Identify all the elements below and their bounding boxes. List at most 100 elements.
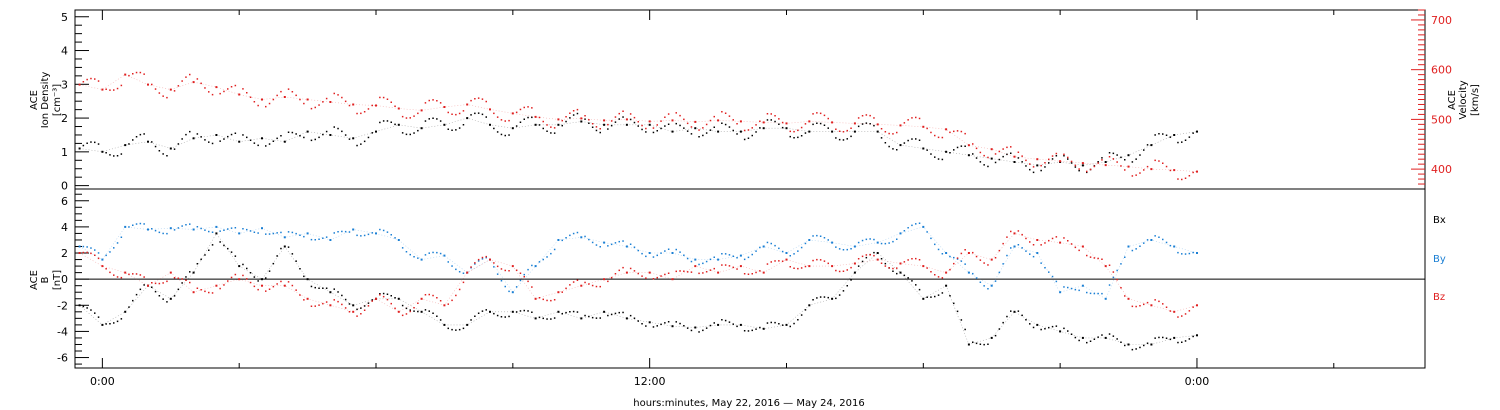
data-point bbox=[394, 297, 396, 299]
data-point bbox=[1108, 284, 1111, 286]
data-point bbox=[420, 127, 423, 130]
data-point bbox=[189, 130, 191, 133]
data-point bbox=[253, 101, 256, 103]
data-point bbox=[124, 225, 127, 228]
data-point bbox=[724, 264, 727, 266]
data-point bbox=[531, 311, 533, 313]
data-point bbox=[90, 252, 92, 255]
data-point bbox=[770, 261, 772, 263]
data-point bbox=[1154, 134, 1156, 136]
data-point bbox=[291, 284, 294, 287]
data-point bbox=[1036, 323, 1039, 326]
data-point bbox=[97, 316, 100, 318]
data-point bbox=[967, 154, 970, 157]
data-point bbox=[1188, 338, 1191, 340]
data-point bbox=[853, 262, 856, 265]
data-point bbox=[1192, 132, 1194, 134]
data-point bbox=[550, 318, 552, 320]
legend-bz: Bz bbox=[1433, 292, 1445, 303]
data-point bbox=[990, 336, 993, 339]
data-point bbox=[797, 129, 799, 132]
data-point bbox=[698, 136, 700, 138]
data-point bbox=[679, 322, 681, 325]
data-point bbox=[553, 248, 556, 251]
data-point bbox=[637, 249, 639, 252]
data-point bbox=[265, 105, 267, 108]
data-point bbox=[181, 282, 183, 284]
data-point bbox=[967, 271, 970, 274]
data-point bbox=[694, 265, 697, 268]
data-point bbox=[903, 142, 906, 144]
data-point bbox=[306, 297, 309, 300]
data-point bbox=[1017, 244, 1020, 246]
data-point bbox=[899, 124, 902, 127]
data-point bbox=[645, 255, 647, 258]
data-point bbox=[443, 304, 446, 307]
data-point bbox=[652, 278, 655, 280]
data-point bbox=[755, 250, 757, 252]
data-point bbox=[310, 139, 313, 142]
data-point bbox=[686, 122, 689, 125]
data-point bbox=[934, 295, 936, 298]
data-point bbox=[158, 92, 161, 94]
data-point bbox=[493, 312, 495, 315]
data-point bbox=[523, 276, 525, 278]
data-point bbox=[751, 134, 753, 137]
data-point bbox=[937, 158, 940, 160]
data-point bbox=[253, 231, 256, 233]
data-point bbox=[781, 126, 784, 129]
data-point bbox=[227, 135, 229, 138]
data-point bbox=[990, 157, 993, 160]
data-point bbox=[831, 121, 834, 124]
data-point bbox=[835, 128, 837, 130]
data-point bbox=[732, 129, 734, 132]
data-point bbox=[268, 102, 271, 105]
top-left-tick-label: 1 bbox=[61, 146, 68, 159]
data-point bbox=[1063, 155, 1065, 157]
data-point bbox=[265, 290, 267, 292]
data-point bbox=[409, 310, 411, 313]
data-point bbox=[230, 251, 233, 253]
data-point bbox=[280, 247, 282, 250]
data-point bbox=[534, 317, 537, 320]
data-point bbox=[614, 242, 617, 244]
x-axis-title: hours:minutes, May 22, 2016 — May 24, 20… bbox=[633, 398, 864, 409]
data-point bbox=[390, 302, 392, 305]
data-point bbox=[196, 133, 199, 135]
data-point bbox=[1040, 328, 1042, 331]
data-point bbox=[527, 106, 529, 108]
data-point bbox=[930, 296, 932, 298]
data-point bbox=[242, 134, 244, 136]
data-point bbox=[713, 322, 715, 324]
data-point bbox=[907, 227, 909, 229]
data-point bbox=[1017, 151, 1020, 153]
data-point bbox=[648, 271, 651, 274]
data-point bbox=[990, 284, 993, 287]
data-point bbox=[511, 127, 514, 130]
data-point bbox=[861, 123, 864, 125]
data-point bbox=[759, 127, 761, 129]
data-point bbox=[474, 112, 476, 115]
data-point bbox=[625, 271, 628, 274]
data-point bbox=[591, 126, 594, 128]
data-point bbox=[97, 80, 100, 82]
data-point bbox=[86, 142, 88, 144]
data-point bbox=[660, 323, 662, 326]
data-point bbox=[896, 131, 898, 134]
data-point bbox=[283, 96, 286, 98]
data-point bbox=[424, 120, 427, 122]
data-point bbox=[713, 126, 715, 128]
data-point bbox=[344, 100, 347, 103]
data-point bbox=[721, 319, 723, 321]
data-point bbox=[785, 122, 788, 125]
data-point bbox=[249, 230, 252, 232]
data-point bbox=[766, 119, 769, 121]
data-point bbox=[1070, 160, 1073, 163]
data-point bbox=[709, 119, 712, 122]
data-point bbox=[1070, 333, 1073, 335]
data-point bbox=[219, 92, 221, 95]
data-point bbox=[1055, 155, 1058, 157]
data-point bbox=[329, 239, 332, 241]
data-point bbox=[367, 233, 370, 236]
